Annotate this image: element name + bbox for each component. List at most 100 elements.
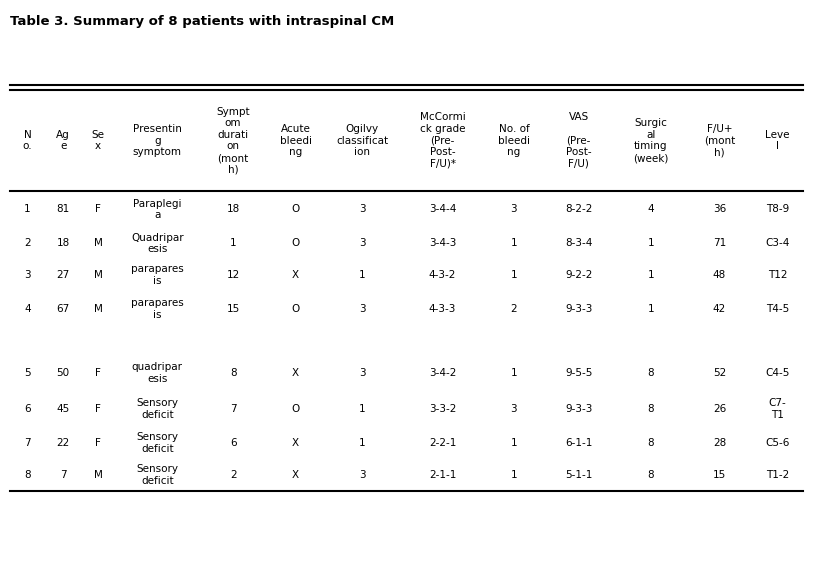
Text: 1: 1 [230, 238, 237, 248]
Text: 1: 1 [359, 438, 366, 448]
Text: 1: 1 [647, 238, 654, 248]
Text: 4: 4 [647, 204, 654, 215]
Text: 28: 28 [713, 438, 726, 448]
Text: T1-2: T1-2 [766, 470, 789, 480]
Text: 8-3-4: 8-3-4 [565, 238, 592, 248]
Text: 9-2-2: 9-2-2 [565, 270, 592, 280]
Text: 9-3-3: 9-3-3 [565, 304, 592, 314]
Text: Ag
e: Ag e [56, 130, 70, 151]
Text: Paraplegi
a: Paraplegi a [133, 198, 181, 220]
Text: 6: 6 [230, 438, 237, 448]
Text: 18: 18 [57, 238, 70, 248]
Text: Sensory
deficit: Sensory deficit [137, 398, 178, 420]
Text: 1: 1 [511, 368, 517, 378]
Text: Se
x: Se x [92, 130, 105, 151]
Text: 8: 8 [24, 470, 31, 480]
Text: 8: 8 [230, 368, 237, 378]
Text: 81: 81 [57, 204, 70, 215]
Text: 4-3-3: 4-3-3 [429, 304, 456, 314]
Text: 2-1-1: 2-1-1 [429, 470, 456, 480]
Text: F: F [95, 368, 101, 378]
Text: O: O [291, 238, 300, 248]
Text: 1: 1 [24, 204, 31, 215]
Text: C7-
T1: C7- T1 [768, 398, 786, 420]
Text: 3-4-2: 3-4-2 [429, 368, 456, 378]
Text: 1: 1 [511, 238, 517, 248]
Text: O: O [291, 404, 300, 414]
Text: M: M [93, 470, 102, 480]
Text: O: O [291, 204, 300, 215]
Text: C3-4: C3-4 [765, 238, 789, 248]
Text: 3: 3 [359, 204, 366, 215]
Text: 7: 7 [24, 438, 31, 448]
Text: 3: 3 [359, 304, 366, 314]
Text: 4: 4 [24, 304, 31, 314]
Text: Sympt
om
durati
on
(mont
h): Sympt om durati on (mont h) [216, 107, 250, 175]
Text: T8-9: T8-9 [766, 204, 789, 215]
Text: 1: 1 [647, 304, 654, 314]
Text: 4-3-2: 4-3-2 [429, 270, 456, 280]
Text: 36: 36 [713, 204, 726, 215]
Text: parapares
is: parapares is [131, 298, 184, 320]
Text: 5-1-1: 5-1-1 [565, 470, 592, 480]
Text: 1: 1 [511, 270, 517, 280]
Text: 1: 1 [359, 404, 366, 414]
Text: 15: 15 [227, 304, 240, 314]
Text: 1: 1 [511, 438, 517, 448]
Text: Presentin
g
symptom: Presentin g symptom [133, 124, 182, 157]
Text: 2: 2 [24, 238, 31, 248]
Text: 3: 3 [359, 470, 366, 480]
Text: parapares
is: parapares is [131, 264, 184, 286]
Text: C5-6: C5-6 [765, 438, 789, 448]
Text: X: X [292, 270, 299, 280]
Text: O: O [291, 304, 300, 314]
Text: 3: 3 [511, 404, 517, 414]
Text: 8: 8 [647, 404, 654, 414]
Text: 7: 7 [60, 470, 67, 480]
Text: Table 3. Summary of 8 patients with intraspinal CM: Table 3. Summary of 8 patients with intr… [10, 14, 394, 27]
Text: Surgic
al
timing
(week): Surgic al timing (week) [633, 118, 668, 163]
Text: 3: 3 [359, 238, 366, 248]
Text: M: M [93, 270, 102, 280]
Text: F: F [95, 204, 101, 215]
Text: 3: 3 [24, 270, 31, 280]
Text: 15: 15 [713, 470, 726, 480]
Text: 22: 22 [57, 438, 70, 448]
Text: 12: 12 [227, 270, 240, 280]
Text: 8: 8 [647, 438, 654, 448]
Text: No. of
bleedi
ng: No. of bleedi ng [498, 124, 530, 157]
Text: Ogilvy
classificat
ion: Ogilvy classificat ion [337, 124, 389, 157]
Text: Sensory
deficit: Sensory deficit [137, 432, 178, 454]
Text: 52: 52 [713, 368, 726, 378]
Text: F/U+
(mont
h): F/U+ (mont h) [704, 124, 735, 157]
Text: 3-4-4: 3-4-4 [429, 204, 456, 215]
Text: Quadripar
esis: Quadripar esis [131, 233, 184, 254]
Text: 50: 50 [57, 368, 70, 378]
Text: 1: 1 [359, 270, 366, 280]
Text: 45: 45 [57, 404, 70, 414]
Text: T4-5: T4-5 [766, 304, 789, 314]
Text: 3-4-3: 3-4-3 [429, 238, 456, 248]
Text: 5: 5 [24, 368, 31, 378]
Text: 9-3-3: 9-3-3 [565, 404, 592, 414]
Text: 71: 71 [713, 238, 726, 248]
Text: X: X [292, 470, 299, 480]
Text: 18: 18 [227, 204, 240, 215]
Text: 3: 3 [359, 368, 366, 378]
Text: 48: 48 [713, 270, 726, 280]
Text: F: F [95, 438, 101, 448]
Text: Acute
bleedi
ng: Acute bleedi ng [280, 124, 311, 157]
Text: 6: 6 [24, 404, 31, 414]
Text: X: X [292, 438, 299, 448]
Text: 8-2-2: 8-2-2 [565, 204, 592, 215]
Text: N
o.: N o. [23, 130, 33, 151]
Text: T12: T12 [767, 270, 787, 280]
Text: 1: 1 [511, 470, 517, 480]
Text: C4-5: C4-5 [765, 368, 789, 378]
Text: 3-3-2: 3-3-2 [429, 404, 456, 414]
Text: X: X [292, 368, 299, 378]
Text: 8: 8 [647, 470, 654, 480]
Text: 8: 8 [647, 368, 654, 378]
Text: 1: 1 [647, 270, 654, 280]
Text: F: F [95, 404, 101, 414]
